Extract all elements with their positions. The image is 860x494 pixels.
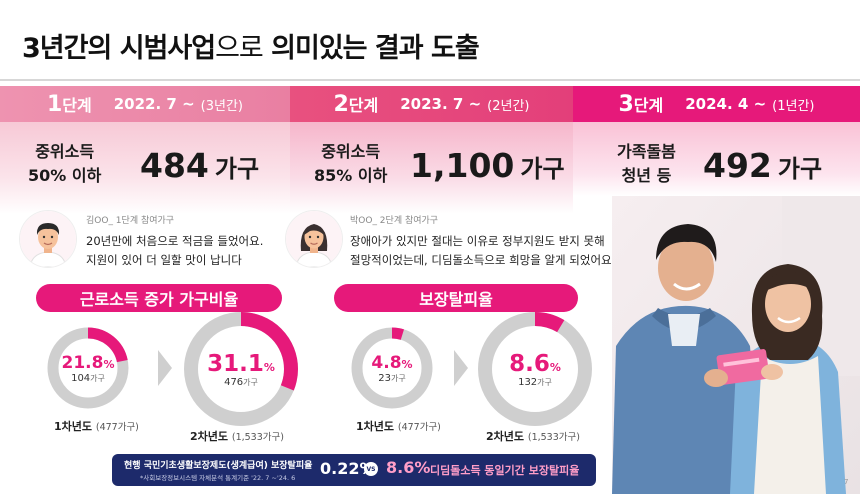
donut-2-ring — [184, 312, 298, 426]
title-divider — [0, 79, 860, 81]
donut-3-ring — [351, 327, 433, 409]
donut-2-arc — [184, 312, 298, 426]
section-exit-rate-label: 보장탈피율 — [334, 284, 578, 312]
testimonial-1-quote: 20년만에 처음으로 적금을 들었어요. 지원이 있어 더 일할 맛이 납니다 — [86, 234, 264, 267]
donut-1-ring — [47, 327, 129, 409]
donut-chart-3: 4.8% 23가구 — [350, 326, 434, 410]
stage-1-header: 1 단계 2022. 7 ~ (3년간) — [0, 86, 290, 122]
stage-1-count: 484 가구 — [140, 146, 260, 185]
stage-2-header: 2 단계 2023. 7 ~ (2년간) — [290, 86, 573, 122]
stage-1-body: 중위소득 50% 이하 484 가구 — [0, 122, 290, 214]
donut-1-percent: 21.8% — [61, 352, 115, 373]
stage-2-condition: 중위소득 85% 이하 — [314, 142, 388, 185]
donut-3-percent: 4.8% — [371, 352, 413, 373]
stage-1-condition: 중위소득 50% 이하 — [28, 142, 102, 185]
stage-3-count: 492 가구 — [703, 146, 823, 185]
avatar-female — [286, 211, 342, 267]
footer-current-rate: 0.22% — [320, 459, 376, 478]
donut-3-year: 1차년도 (477가구) — [356, 420, 441, 433]
footer-source: *사회보장정보시스템 자체분석 통계기준 '22. 7 ~'24. 6 — [140, 474, 296, 482]
testimonial-1-tag: 김OO_ 1단계 참여가구 — [86, 216, 175, 226]
donut-2-year: 2차년도 (1,533가구) — [190, 430, 284, 443]
stage-3-body: 가족돌봄 청년 등 492 가구 — [573, 122, 860, 196]
section-income-increase-label: 근로소득 증가 가구비율 — [36, 284, 282, 312]
chevron-right-icon — [454, 350, 468, 386]
couple-photo — [612, 196, 860, 494]
donut-3-households: 23가구 — [378, 372, 406, 384]
comparison-footer: 현행 국민기초생활보장제도(생계급여) 보장탈피율 *사회보장정보시스템 자체분… — [112, 454, 596, 486]
donut-4-arc — [478, 312, 592, 426]
donut-4-ring — [478, 312, 592, 426]
page-title: 3년간의 시범사업으로 의미있는 결과 도출 — [22, 33, 480, 64]
stage-3-condition: 가족돌봄 청년 등 — [617, 142, 676, 185]
donut-3-arc — [351, 327, 433, 409]
testimonial-2-quote: 장애아가 있지만 절대는 이유로 정부지원도 받지 못해 절망적이었는데, 디딤… — [350, 234, 612, 267]
vs-badge: VS — [364, 462, 378, 476]
male-avatar-icon — [20, 211, 76, 267]
footer-didimdol-rate: 8.6% — [386, 458, 431, 477]
donut-4-percent: 8.6% — [509, 350, 561, 377]
donut-1-households: 104가구 — [71, 372, 105, 384]
stage-3-header: 3 단계 2024. 4 ~ (1년간) — [573, 86, 860, 122]
stage-2-count: 1,100 가구 — [410, 146, 565, 185]
testimonial-2-tag: 박OO_ 2단계 참여가구 — [350, 216, 439, 226]
stage-2-body: 중위소득 85% 이하 1,100 가구 — [290, 122, 573, 214]
page-number: 7 — [844, 478, 849, 486]
female-avatar-icon — [286, 211, 342, 267]
couple-photo-image — [612, 196, 860, 494]
footer-title: 현행 국민기초생활보장제도(생계급여) 보장탈피율 — [124, 461, 313, 471]
footer-didimdol-desc: 디딤돌소득 동일기간 보장탈피율 — [430, 464, 580, 477]
avatar-male — [20, 211, 76, 267]
donut-2-percent: 31.1% — [207, 350, 275, 377]
chevron-right-icon — [158, 350, 172, 386]
donut-4-year: 2차년도 (1,533가구) — [486, 430, 580, 443]
donut-chart-2: 31.1% 476가구 — [182, 310, 300, 428]
donut-1-arc — [47, 327, 129, 409]
donut-2-households: 476가구 — [224, 376, 258, 388]
donut-1-year: 1차년도 (477가구) — [54, 420, 139, 433]
donut-4-households: 132가구 — [518, 376, 552, 388]
donut-chart-1: 21.8% 104가구 — [46, 326, 130, 410]
donut-chart-4: 8.6% 132가구 — [476, 310, 594, 428]
